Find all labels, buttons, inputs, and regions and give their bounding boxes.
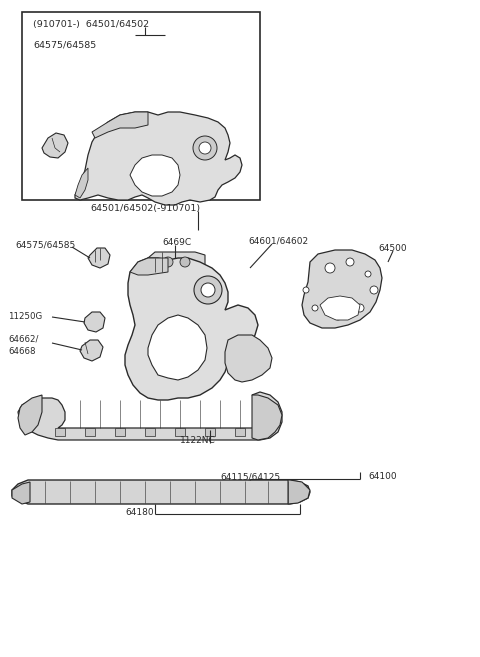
Polygon shape	[88, 248, 110, 268]
Polygon shape	[252, 395, 282, 440]
Polygon shape	[205, 428, 215, 436]
Circle shape	[180, 257, 190, 267]
Polygon shape	[12, 480, 310, 504]
Polygon shape	[55, 428, 65, 436]
Polygon shape	[115, 428, 125, 436]
Circle shape	[365, 271, 371, 277]
Text: 64115/64125: 64115/64125	[220, 472, 280, 481]
Text: 64575/64585: 64575/64585	[15, 240, 75, 249]
Text: 64668: 64668	[8, 347, 36, 356]
Circle shape	[356, 304, 364, 312]
Polygon shape	[84, 312, 105, 332]
Polygon shape	[18, 392, 282, 440]
Circle shape	[303, 287, 309, 293]
Polygon shape	[85, 428, 95, 436]
Text: 64500: 64500	[378, 244, 407, 253]
Circle shape	[346, 258, 354, 266]
Circle shape	[312, 305, 318, 311]
Circle shape	[325, 263, 335, 273]
Text: 64180: 64180	[125, 508, 154, 517]
Text: (910701-)  64501/64502: (910701-) 64501/64502	[33, 20, 149, 29]
Bar	[22, 12, 260, 200]
Circle shape	[370, 286, 378, 294]
Polygon shape	[175, 428, 185, 436]
Polygon shape	[288, 480, 310, 504]
Circle shape	[199, 142, 211, 154]
Text: 64662/: 64662/	[8, 335, 38, 344]
Polygon shape	[12, 482, 30, 504]
Circle shape	[201, 283, 215, 297]
Circle shape	[163, 257, 173, 267]
Text: 64501/64502(-910701): 64501/64502(-910701)	[90, 204, 200, 213]
Circle shape	[193, 136, 217, 160]
Text: 11250G: 11250G	[8, 312, 42, 321]
Polygon shape	[42, 133, 68, 158]
Text: 1122NC: 1122NC	[180, 436, 216, 445]
Polygon shape	[235, 428, 245, 436]
Polygon shape	[320, 296, 360, 320]
Text: 64601/64602: 64601/64602	[248, 236, 308, 245]
Polygon shape	[130, 258, 168, 275]
Polygon shape	[80, 340, 103, 361]
Polygon shape	[148, 252, 205, 272]
Polygon shape	[225, 335, 272, 382]
Polygon shape	[125, 258, 258, 400]
Text: 6469C: 6469C	[162, 238, 191, 247]
Polygon shape	[145, 428, 155, 436]
Circle shape	[194, 276, 222, 304]
Polygon shape	[148, 315, 207, 380]
Polygon shape	[92, 112, 148, 138]
Polygon shape	[75, 112, 242, 205]
Polygon shape	[18, 395, 42, 435]
Text: 64575/64585: 64575/64585	[33, 40, 96, 49]
Polygon shape	[302, 250, 382, 328]
Text: 64100: 64100	[368, 472, 396, 481]
Polygon shape	[75, 168, 88, 198]
Polygon shape	[130, 155, 180, 196]
Circle shape	[334, 312, 342, 320]
